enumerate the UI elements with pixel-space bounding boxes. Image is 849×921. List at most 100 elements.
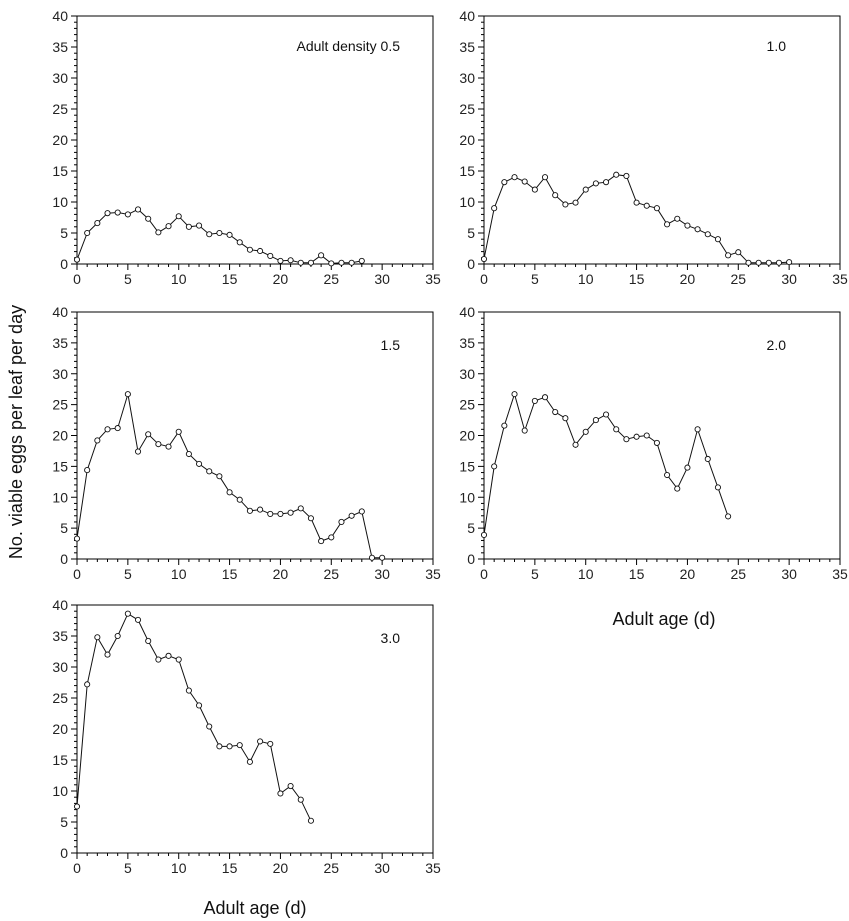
x-tick-label: 20 xyxy=(273,860,289,876)
data-point xyxy=(643,202,650,209)
data-point xyxy=(603,411,610,418)
data-point xyxy=(145,431,152,438)
x-tick-label: 5 xyxy=(124,271,132,287)
panel-label: Adult density 0.5 xyxy=(296,38,400,54)
y-tick-label: 0 xyxy=(60,256,68,272)
y-tick-label: 5 xyxy=(467,520,475,536)
x-tick-label: 5 xyxy=(531,566,539,582)
data-point xyxy=(257,247,264,255)
data-point xyxy=(287,509,294,516)
x-tick-label: 30 xyxy=(374,566,390,582)
data-point xyxy=(196,460,203,467)
data-point xyxy=(307,817,314,824)
panel-3: 0 5 10 15 20 25 30 35 0 5 10 15 20 25 30 35 40 1.5 xyxy=(52,304,441,582)
data-point xyxy=(684,222,691,229)
x-tick-label: 20 xyxy=(680,566,696,582)
y-tick-label: 40 xyxy=(459,8,475,24)
data-point xyxy=(73,803,81,810)
data-point xyxy=(480,531,488,538)
data-point xyxy=(165,652,172,659)
data-point xyxy=(104,651,111,658)
y-tick-label: 5 xyxy=(60,814,68,830)
data-point xyxy=(114,209,121,216)
x-tick-label: 25 xyxy=(730,271,746,287)
data-point xyxy=(145,637,152,645)
y-tick-label: 40 xyxy=(459,304,475,320)
data-point xyxy=(297,796,304,803)
data-point xyxy=(491,463,498,470)
panel-label: 2.0 xyxy=(767,337,787,353)
data-point xyxy=(84,681,91,688)
data-point xyxy=(379,554,386,561)
y-tick-label: 0 xyxy=(467,256,475,272)
data-point xyxy=(84,467,91,474)
data-point xyxy=(124,610,131,617)
x-tick-label: 10 xyxy=(171,271,187,287)
x-tick-label: 30 xyxy=(374,860,390,876)
data-point xyxy=(348,259,355,266)
data-point xyxy=(328,260,335,267)
data-point xyxy=(521,427,528,434)
series-line xyxy=(483,174,790,264)
data-point xyxy=(216,473,223,480)
y-tick-label: 30 xyxy=(52,659,68,675)
y-tick-label: 35 xyxy=(459,335,475,351)
y-tick-label: 0 xyxy=(60,551,68,567)
data-point xyxy=(491,205,498,212)
x-tick-label: 10 xyxy=(578,271,594,287)
x-tick-label: 35 xyxy=(832,271,848,287)
y-tick-label: 20 xyxy=(52,721,68,737)
panels: 0 5 10 15 20 25 30 35 0 5 10 15 20 25 30 35 40 Adult dens… xyxy=(52,8,848,876)
y-tick-label: 10 xyxy=(459,194,475,210)
data-point xyxy=(216,229,223,237)
data-point xyxy=(786,259,793,266)
x-tick-label: 35 xyxy=(832,566,848,582)
data-point xyxy=(694,426,701,433)
data-point xyxy=(226,489,233,496)
data-point xyxy=(511,174,518,181)
x-tick-label: 35 xyxy=(425,271,441,287)
y-tick-label: 15 xyxy=(52,752,68,768)
series-line xyxy=(76,393,383,559)
data-point xyxy=(745,259,752,266)
x-tick-label: 15 xyxy=(629,566,645,582)
data-point xyxy=(155,656,162,663)
data-point xyxy=(114,425,121,432)
x-tick-label: 25 xyxy=(323,271,339,287)
data-point xyxy=(633,199,640,206)
data-point xyxy=(277,257,284,264)
data-point xyxy=(368,554,376,561)
data-point xyxy=(765,259,772,266)
data-point xyxy=(114,632,121,640)
plot-frame xyxy=(483,311,841,560)
data-point xyxy=(643,432,650,439)
data-point xyxy=(94,220,101,227)
data-point xyxy=(216,743,223,750)
x-tick-label: 0 xyxy=(73,566,81,582)
data-point xyxy=(552,192,559,199)
data-point xyxy=(246,246,253,253)
data-point xyxy=(185,450,192,458)
data-point xyxy=(124,211,131,218)
y-tick-label: 10 xyxy=(52,194,68,210)
panel-4: 0 5 10 15 20 25 30 35 0 5 10 15 20 25 30 35 40 2.0 xyxy=(459,304,848,582)
data-point xyxy=(277,790,284,797)
data-point xyxy=(592,417,599,424)
data-point xyxy=(623,436,630,443)
y-tick-label: 25 xyxy=(52,690,68,706)
x-tick-label: 0 xyxy=(73,271,81,287)
y-tick-label: 30 xyxy=(459,366,475,382)
panel-label: 3.0 xyxy=(381,630,401,646)
data-point xyxy=(541,394,549,401)
x-tick-label: 5 xyxy=(124,566,132,582)
data-point xyxy=(348,512,355,519)
x-tick-label: 30 xyxy=(374,271,390,287)
data-point xyxy=(155,441,162,448)
y-tick-label: 25 xyxy=(52,101,68,117)
data-point xyxy=(541,174,549,181)
data-point xyxy=(613,171,620,178)
x-tick-label: 20 xyxy=(273,566,289,582)
data-point xyxy=(755,259,762,266)
y-tick-label: 20 xyxy=(52,132,68,148)
